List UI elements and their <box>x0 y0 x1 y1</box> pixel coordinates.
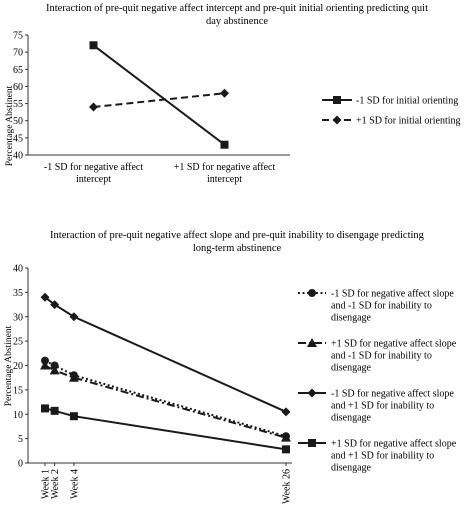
chart2-data-point <box>40 360 50 370</box>
chart2-title-line2: long-term abstinence <box>193 243 282 254</box>
chart1-x-tick-label: +1 SD for negative affect <box>174 162 276 173</box>
chart1-data-point <box>89 102 98 112</box>
chart1-legend-marker <box>332 115 342 125</box>
chart1-data-point <box>220 140 229 149</box>
chart1-y-tick-label: 75 <box>13 31 23 42</box>
chart1-axes: 40 45 50 55 60 65 70 75 -1 SD for negative affec… <box>13 31 290 185</box>
chart2-y-axis-label: Percentage Abstinent <box>4 325 14 406</box>
chart2-y-tick-label: 35 <box>13 288 23 299</box>
chart2-y-tick-label: 15 <box>13 385 23 396</box>
chart2-y-tick-label: 5 <box>18 434 23 445</box>
chart2-title-line1: Interaction of pre-quit negative affect … <box>50 230 425 241</box>
chart1-y-tick-label: 65 <box>13 65 23 76</box>
chart1-y-tick-label: 45 <box>13 133 23 144</box>
chart2-data-point <box>281 407 291 417</box>
chart2-x-tick-label: Week 2 <box>50 469 61 499</box>
chart2-y-tick-label: 40 <box>13 264 23 275</box>
chart2-legend-label: disengage <box>331 363 372 374</box>
chart2-data-point <box>68 372 79 382</box>
chart2-y-tick-label: 25 <box>13 337 23 348</box>
chart1-x-tick-label: intercept <box>76 174 111 185</box>
chart2-data-point <box>41 404 49 413</box>
chart2-legend-marker <box>307 338 317 347</box>
chart1-title-line2: day abstinence <box>206 16 268 27</box>
chart1-y-tick-label: 40 <box>13 151 23 162</box>
chart2-legend-label: and +1 SD for inability to <box>331 451 434 462</box>
chart2-x-tick-label: Week 4 <box>69 469 80 499</box>
chart2-data-point <box>50 300 60 310</box>
chart2-series-line <box>44 364 287 439</box>
chart1-y-tick-label: 55 <box>13 99 23 110</box>
chart-quit-day-abstinence: Interaction of pre-quit negative affect … <box>5 3 461 185</box>
chart2-legend-label: disengage <box>331 463 372 474</box>
chart1-title-line1: Interaction of pre-quit negative affect … <box>46 3 428 14</box>
chart2-legend-marker <box>307 388 317 398</box>
chart2-x-tick-label: Week 1 <box>41 469 52 499</box>
chart2-data-point <box>69 412 78 421</box>
chart1-data-point <box>89 41 98 50</box>
chart2-y-tick-label: 20 <box>13 361 23 372</box>
chart2-y-tick-label: 0 <box>18 459 23 470</box>
chart2-data-point <box>281 432 291 442</box>
chart1-y-tick-label: 60 <box>13 82 23 93</box>
chart2-series-line <box>44 296 287 413</box>
chart2-data-point <box>282 445 290 454</box>
chart2-legend-label: -1 SD for negative affect slope <box>331 389 454 400</box>
chart2-series <box>40 292 291 454</box>
chart2-legend-label: disengage <box>331 413 372 424</box>
chart2-series-line <box>44 359 287 438</box>
chart2-legend-marker <box>308 439 316 447</box>
chart2-legend-label: and -1 SD for inability to <box>331 301 432 312</box>
chart1-legend-label: +1 SD for initial orienting <box>356 116 461 127</box>
chart2-y-tick-label: 30 <box>13 312 23 323</box>
chart1-x-tick-label: -1 SD for negative affect <box>44 162 143 173</box>
chart2-data-point <box>49 365 60 375</box>
chart1-legend: -1 SD for initial orienting +1 SD for ini… <box>322 96 461 127</box>
chart1-series-line <box>92 44 226 146</box>
chart2-x-tick-label: Week 26 <box>282 469 293 504</box>
chart2-legend-label: and +1 SD for inability to <box>331 401 434 412</box>
chart2-series-line <box>44 407 287 451</box>
chart2-legend-marker <box>308 289 316 297</box>
chart2-data-point <box>50 406 59 415</box>
chart1-x-tick-label: intercept <box>207 174 242 185</box>
chart2-legend-label: and -1 SD for inability to <box>331 351 432 362</box>
chart2-y-tick-label: 10 <box>13 410 23 421</box>
chart1-series <box>89 41 229 149</box>
chart2-legend-label: -1 SD for negative affect slope <box>331 289 454 300</box>
chart2-legend-label: disengage <box>331 313 372 324</box>
chart1-data-point <box>220 88 229 98</box>
chart1-y-tick-label: 50 <box>13 116 23 127</box>
chart2-data-point <box>69 312 79 322</box>
chart1-y-axis-label: Percentage Abstinent <box>5 85 15 166</box>
chart2-data-point <box>40 292 50 302</box>
chart1-legend-marker <box>333 96 341 104</box>
chart1-y-tick-label: 70 <box>13 48 23 59</box>
chart-long-term-abstinence: Interaction of pre-quit negative affect … <box>4 230 457 504</box>
chart1-legend-label: -1 SD for initial orienting <box>356 96 458 107</box>
chart2-legend-label: +1 SD for negative affect slope <box>331 339 457 350</box>
chart2-legend-label: +1 SD for negative affect slope <box>331 439 457 450</box>
